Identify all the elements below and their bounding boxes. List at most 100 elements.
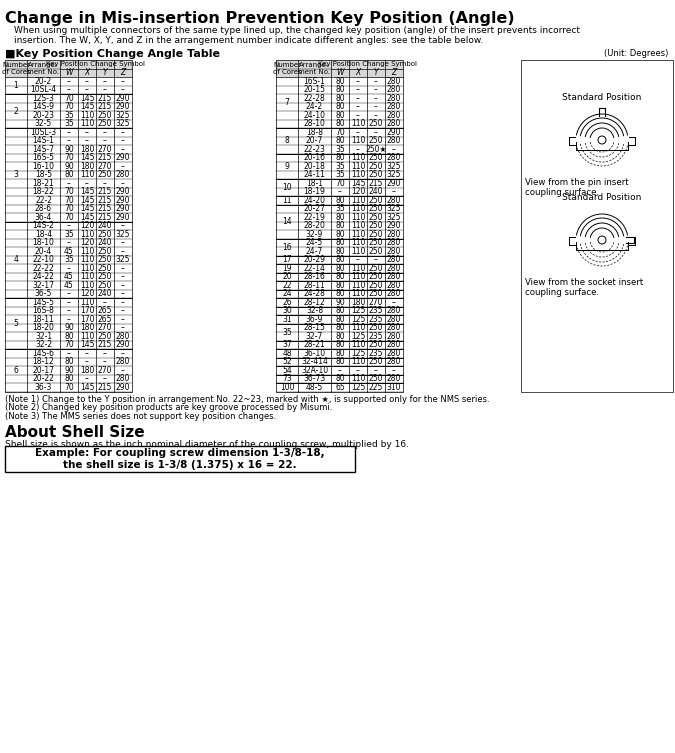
Text: 28-15: 28-15 xyxy=(304,323,325,332)
Text: 36-9: 36-9 xyxy=(306,315,323,324)
Text: 14S-1: 14S-1 xyxy=(32,136,55,145)
Text: 280: 280 xyxy=(387,289,401,298)
Text: 250: 250 xyxy=(98,111,112,120)
Text: 325: 325 xyxy=(115,111,130,120)
Text: –: – xyxy=(121,221,125,230)
Text: 80: 80 xyxy=(335,357,345,366)
Text: 290: 290 xyxy=(115,383,130,392)
Text: 110: 110 xyxy=(351,119,365,128)
Text: 90: 90 xyxy=(64,162,74,171)
Text: 100: 100 xyxy=(279,383,294,392)
Text: (Note 3) The MMS series does not support key position changes.: (Note 3) The MMS series does not support… xyxy=(5,411,276,420)
Text: 250: 250 xyxy=(98,247,112,256)
Text: 35: 35 xyxy=(335,204,345,213)
Text: 19: 19 xyxy=(282,264,292,273)
Text: 250: 250 xyxy=(98,332,112,341)
Text: –: – xyxy=(356,85,360,94)
Text: 280: 280 xyxy=(387,247,401,256)
Text: 22-19: 22-19 xyxy=(304,213,325,221)
Text: 280: 280 xyxy=(387,119,401,128)
Text: 14S-9: 14S-9 xyxy=(32,102,55,111)
Bar xyxy=(5,60,132,392)
Text: –: – xyxy=(121,178,125,187)
Text: 170: 170 xyxy=(80,315,94,324)
Text: 35: 35 xyxy=(64,230,74,239)
Text: 70: 70 xyxy=(64,94,74,102)
Text: 270: 270 xyxy=(98,162,112,171)
Text: 35: 35 xyxy=(335,162,345,171)
Text: 32-1: 32-1 xyxy=(35,332,52,341)
Text: Y: Y xyxy=(374,69,378,78)
Text: –: – xyxy=(121,136,125,145)
Text: 10SL-3: 10SL-3 xyxy=(30,128,57,137)
Text: 280: 280 xyxy=(116,374,130,383)
Text: 2: 2 xyxy=(14,106,18,115)
Text: 120: 120 xyxy=(80,238,94,247)
Text: 52: 52 xyxy=(282,357,292,366)
Text: 24-5: 24-5 xyxy=(306,238,323,247)
Text: 18-5: 18-5 xyxy=(35,170,52,179)
Text: –: – xyxy=(67,178,71,187)
Text: 22: 22 xyxy=(282,281,292,290)
Text: 280: 280 xyxy=(387,94,401,102)
Text: 24-10: 24-10 xyxy=(304,111,325,120)
Text: 80: 80 xyxy=(335,221,345,230)
Text: 80: 80 xyxy=(335,289,345,298)
Text: 90: 90 xyxy=(64,145,74,154)
Text: 110: 110 xyxy=(80,170,94,179)
Text: 110: 110 xyxy=(80,264,94,273)
Text: –: – xyxy=(374,255,378,264)
Text: 8: 8 xyxy=(285,136,290,145)
Text: 80: 80 xyxy=(335,323,345,332)
Text: 290: 290 xyxy=(115,213,130,221)
Text: –: – xyxy=(67,238,71,247)
Text: 250: 250 xyxy=(369,281,383,290)
Text: 110: 110 xyxy=(351,323,365,332)
Text: 18-19: 18-19 xyxy=(304,187,325,197)
Text: 215: 215 xyxy=(98,94,112,102)
Text: 18-20: 18-20 xyxy=(32,323,55,332)
Text: 36-10: 36-10 xyxy=(304,349,325,358)
Text: –: – xyxy=(338,187,342,197)
Text: 110: 110 xyxy=(351,374,365,383)
Text: 325: 325 xyxy=(387,170,401,179)
Text: –: – xyxy=(356,128,360,137)
Text: 250: 250 xyxy=(98,119,112,128)
Text: –: – xyxy=(356,77,360,86)
Text: 110: 110 xyxy=(351,340,365,349)
Text: 20-15: 20-15 xyxy=(304,85,325,94)
Text: 14S-2: 14S-2 xyxy=(32,221,55,230)
Text: 280: 280 xyxy=(387,264,401,273)
Text: 290: 290 xyxy=(115,102,130,111)
Text: 20-22: 20-22 xyxy=(32,374,55,383)
Text: 145: 145 xyxy=(80,102,94,111)
Text: 250: 250 xyxy=(369,340,383,349)
Text: –: – xyxy=(121,85,125,94)
Text: 28-12: 28-12 xyxy=(304,297,325,306)
Text: Standard Position: Standard Position xyxy=(562,193,642,202)
Text: 235: 235 xyxy=(369,349,383,358)
Text: 10SL-4: 10SL-4 xyxy=(30,85,57,94)
Text: 110: 110 xyxy=(351,204,365,213)
Text: –: – xyxy=(392,187,396,197)
Text: 125: 125 xyxy=(351,349,365,358)
Text: –: – xyxy=(121,323,125,332)
Text: 24-20: 24-20 xyxy=(304,196,325,205)
Text: –: – xyxy=(356,102,360,111)
Text: 145: 145 xyxy=(80,154,94,162)
Text: 90: 90 xyxy=(335,297,345,306)
Text: 80: 80 xyxy=(335,154,345,162)
Text: 80: 80 xyxy=(335,119,345,128)
Bar xyxy=(276,60,403,392)
Text: –: – xyxy=(121,315,125,324)
Text: –: – xyxy=(374,111,378,120)
Text: 110: 110 xyxy=(351,154,365,162)
Text: 250: 250 xyxy=(98,264,112,273)
Text: 290: 290 xyxy=(387,178,401,187)
Text: –: – xyxy=(103,128,107,137)
Text: 80: 80 xyxy=(64,357,74,366)
Text: 145: 145 xyxy=(80,340,94,349)
Text: 70: 70 xyxy=(64,196,74,205)
Text: 80: 80 xyxy=(335,281,345,290)
Text: 80: 80 xyxy=(335,247,345,256)
